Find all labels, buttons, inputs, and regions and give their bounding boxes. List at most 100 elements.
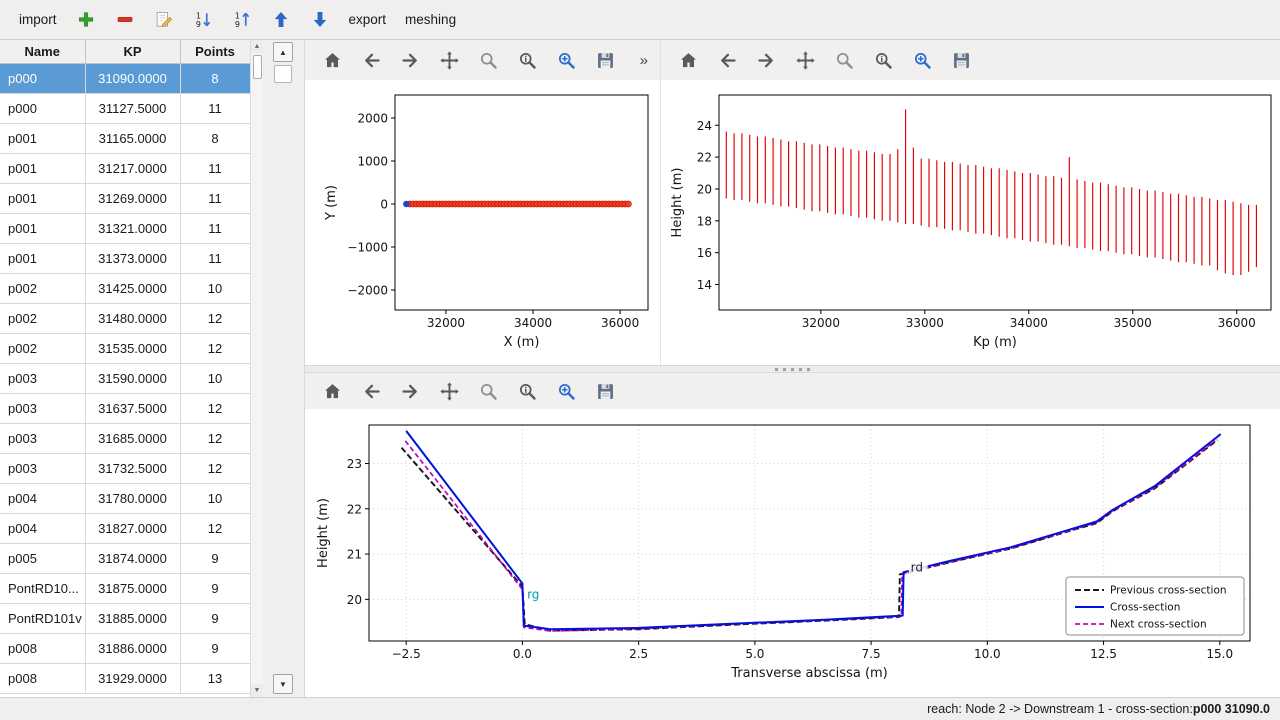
kp-cell[interactable]: 31886.0000 [85, 633, 181, 664]
mpl-pan-button[interactable] [434, 45, 464, 75]
kp-cell[interactable]: 31425.0000 [85, 273, 181, 304]
table-row[interactable]: p003 31685.0000 12 [0, 423, 251, 454]
kp-cell[interactable]: 31929.0000 [85, 663, 181, 694]
table-row[interactable]: p001 31165.0000 8 [0, 123, 251, 154]
mpl-back-button[interactable] [356, 45, 386, 75]
mpl-back-button[interactable] [712, 45, 742, 75]
points-cell[interactable]: 9 [180, 603, 251, 634]
points-cell[interactable]: 8 [180, 63, 251, 94]
name-cell[interactable]: p002 [0, 273, 86, 304]
add-section-button[interactable] [73, 6, 99, 34]
table-scrollbar[interactable]: ▲ ▼ [250, 40, 263, 697]
panel-scroll-down-button[interactable]: ▼ [273, 674, 293, 694]
name-cell[interactable]: p004 [0, 483, 86, 514]
points-cell[interactable]: 8 [180, 123, 251, 154]
name-cell[interactable]: p000 [0, 93, 86, 124]
points-cell[interactable]: 12 [180, 393, 251, 424]
panel-scrollbar[interactable]: ▲ ▼ [272, 40, 294, 697]
name-cell[interactable]: p000 [0, 63, 86, 94]
name-cell[interactable]: p002 [0, 333, 86, 364]
name-cell[interactable]: p001 [0, 153, 86, 184]
points-cell[interactable]: 11 [180, 153, 251, 184]
kp-cell[interactable]: 31685.0000 [85, 423, 181, 454]
mpl-back-button[interactable] [356, 376, 386, 406]
panel-scrollbar-thumb[interactable] [274, 65, 292, 83]
table-row[interactable]: p000 31127.5000 11 [0, 93, 251, 124]
table-row[interactable]: p002 31480.0000 12 [0, 303, 251, 334]
name-cell[interactable]: p002 [0, 303, 86, 334]
name-cell[interactable]: p001 [0, 213, 86, 244]
points-cell[interactable]: 11 [180, 93, 251, 124]
move-down-button[interactable] [307, 6, 333, 34]
mpl-zoom-in-button[interactable] [551, 45, 581, 75]
table-row[interactable]: PontRD10... 31875.0000 9 [0, 573, 251, 604]
points-cell[interactable]: 12 [180, 423, 251, 454]
import-button[interactable]: import [19, 12, 57, 27]
table-row[interactable]: p004 31780.0000 10 [0, 483, 251, 514]
points-cell[interactable]: 9 [180, 573, 251, 604]
name-cell[interactable]: p001 [0, 183, 86, 214]
mpl-forward-button[interactable] [395, 45, 425, 75]
table-row[interactable]: PontRD101v 31885.0000 9 [0, 603, 251, 634]
mpl-forward-button[interactable] [395, 376, 425, 406]
mpl-pan-button[interactable] [434, 376, 464, 406]
mpl-pan-button[interactable] [790, 45, 820, 75]
points-cell[interactable]: 11 [180, 213, 251, 244]
table-scrollbar-thumb[interactable] [252, 55, 262, 79]
mpl-save-button[interactable] [590, 45, 620, 75]
cross-section-canvas[interactable]: −2.5 0.0 2.5 5.0 7.5 10.0 12.5 15.0 20 21 22 23 Tran… [305, 409, 1280, 697]
name-cell[interactable]: p003 [0, 453, 86, 484]
column-header-name[interactable]: Name [0, 40, 86, 64]
export-button[interactable]: export [348, 12, 387, 27]
profile-canvas[interactable]: 32000 33000 34000 35000 36000 14 16 18 20 22 24 Kp … [661, 80, 1280, 365]
mpl-save-button[interactable] [946, 45, 976, 75]
points-cell[interactable]: 9 [180, 633, 251, 664]
name-cell[interactable]: PontRD101v [0, 603, 86, 634]
mpl-home-button[interactable] [673, 45, 703, 75]
kp-cell[interactable]: 31875.0000 [85, 573, 181, 604]
mpl-save-button[interactable] [590, 376, 620, 406]
mpl-zoom-button[interactable] [829, 45, 859, 75]
name-cell[interactable]: p008 [0, 633, 86, 664]
points-cell[interactable]: 10 [180, 363, 251, 394]
name-cell[interactable]: p003 [0, 363, 86, 394]
name-cell[interactable]: PontRD10... [0, 573, 86, 604]
kp-cell[interactable]: 31373.0000 [85, 243, 181, 274]
kp-cell[interactable]: 31780.0000 [85, 483, 181, 514]
table-row[interactable]: p002 31535.0000 12 [0, 333, 251, 364]
kp-cell[interactable]: 31885.0000 [85, 603, 181, 634]
scroll-up-icon[interactable]: ▲ [251, 40, 263, 53]
mpl-zoom-in-button[interactable] [551, 376, 581, 406]
plan-view-canvas[interactable]: 32000 34000 36000 2000 1000 0 −1000 −2000 X (m) Y… [305, 80, 660, 365]
table-row[interactable]: p001 31373.0000 11 [0, 243, 251, 274]
points-cell[interactable]: 11 [180, 183, 251, 214]
meshing-button[interactable]: meshing [405, 12, 457, 27]
name-cell[interactable]: p001 [0, 123, 86, 154]
table-row[interactable]: p002 31425.0000 10 [0, 273, 251, 304]
points-cell[interactable]: 12 [180, 303, 251, 334]
table-row[interactable]: p001 31269.0000 11 [0, 183, 251, 214]
edit-section-button[interactable] [151, 6, 177, 34]
kp-cell[interactable]: 31590.0000 [85, 363, 181, 394]
column-header-kp[interactable]: KP [84, 40, 181, 64]
remove-section-button[interactable] [112, 6, 138, 34]
mpl-zoom-button[interactable] [473, 376, 503, 406]
mpl-zoom-info-button[interactable] [512, 376, 542, 406]
points-cell[interactable]: 9 [180, 543, 251, 574]
name-cell[interactable]: p008 [0, 663, 86, 694]
points-cell[interactable]: 10 [180, 483, 251, 514]
name-cell[interactable]: p001 [0, 243, 86, 274]
points-cell[interactable]: 10 [180, 273, 251, 304]
table-row[interactable]: p001 31321.0000 11 [0, 213, 251, 244]
table-row[interactable]: p008 31929.0000 13 [0, 663, 251, 694]
name-cell[interactable]: p003 [0, 423, 86, 454]
kp-cell[interactable]: 31827.0000 [85, 513, 181, 544]
mpl-zoom-info-button[interactable] [512, 45, 542, 75]
toolbar-overflow-button[interactable]: » [639, 51, 648, 69]
kp-cell[interactable]: 31535.0000 [85, 333, 181, 364]
mpl-zoom-button[interactable] [473, 45, 503, 75]
kp-cell[interactable]: 31217.0000 [85, 153, 181, 184]
mpl-home-button[interactable] [317, 45, 347, 75]
table-row[interactable]: p003 31590.0000 10 [0, 363, 251, 394]
